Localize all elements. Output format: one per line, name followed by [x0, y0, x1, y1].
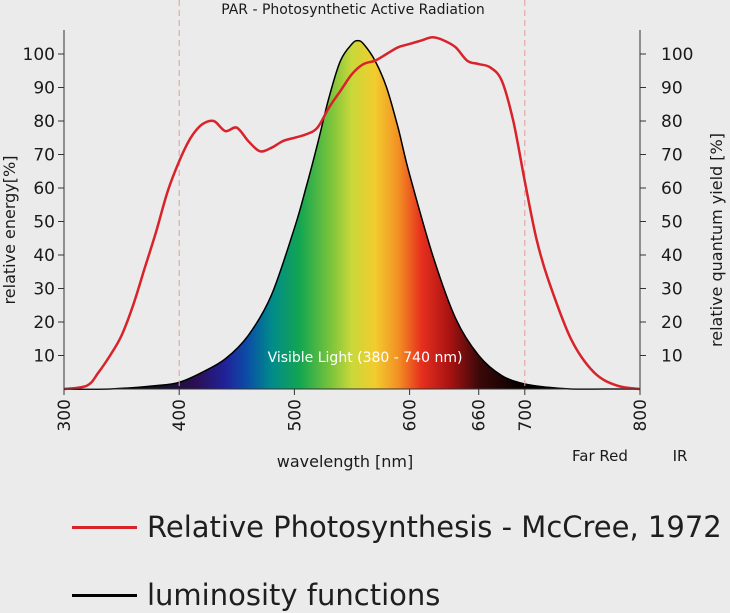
- y-tick-label-right: 50: [661, 213, 683, 233]
- x-tick-label: 300: [55, 399, 75, 431]
- legend-luminosity-label: luminosity functions: [147, 578, 441, 612]
- chart-area: PAR - Photosynthetic Active Radiation 10…: [0, 0, 726, 471]
- y-tick-label-right: 70: [661, 146, 683, 166]
- x-tick-label: 700: [516, 399, 536, 431]
- x-axis-label: wavelength [nm]: [277, 452, 414, 471]
- x-tick-label: 800: [631, 399, 651, 431]
- y-tick-label-left: 60: [33, 179, 55, 199]
- x-tick-label: 400: [170, 399, 190, 431]
- y-tick-label-left: 100: [23, 45, 55, 65]
- legend-red-swatch: [72, 525, 137, 529]
- chart-title: PAR - Photosynthetic Active Radiation: [221, 2, 485, 18]
- y-tick-label-left: 40: [33, 246, 55, 266]
- y-tick-label-right: 30: [661, 280, 683, 300]
- ir-label: IR: [673, 447, 688, 465]
- y-tick-label-right: 100: [661, 45, 693, 65]
- y-tick-label-right: 60: [661, 179, 683, 199]
- y-tick-label-left: 30: [33, 280, 55, 300]
- y-axis-label-right: relative quantum yield [%]: [707, 133, 726, 347]
- y-tick-label-right: 10: [661, 347, 683, 367]
- visible-light-label: Visible Light (380 - 740 nm): [268, 350, 463, 366]
- y-tick-label-left: 80: [33, 112, 55, 132]
- legend-black-swatch: [72, 593, 137, 597]
- y-axis-label-left: relative energy[%]: [0, 156, 19, 305]
- x-tick-label: 500: [285, 399, 305, 431]
- legend-photosynthesis: Relative Photosynthesis - McCree, 1972: [72, 510, 722, 544]
- y-tick-label-right: 40: [661, 246, 683, 266]
- visible-spectrum-fill: [64, 40, 640, 390]
- luminosity-curve: [63, 39, 640, 391]
- y-tick-label-right: 90: [661, 79, 683, 99]
- y-tick-label-left: 10: [33, 347, 55, 367]
- legend-photosynthesis-label: Relative Photosynthesis - McCree, 1972: [147, 510, 722, 544]
- y-tick-label-right: 80: [661, 112, 683, 132]
- y-tick-label-right: 20: [661, 313, 683, 333]
- far-red-label: Far Red: [572, 447, 628, 465]
- y-tick-label-left: 20: [33, 313, 55, 333]
- x-tick-label: 660: [470, 399, 490, 431]
- photosynthesis-curve: [63, 36, 641, 391]
- y-tick-label-left: 50: [33, 213, 55, 233]
- y-tick-label-left: 90: [33, 79, 55, 99]
- legend-luminosity: luminosity functions: [72, 578, 440, 612]
- x-tick-label: 600: [401, 399, 421, 431]
- y-tick-label-left: 70: [33, 146, 55, 166]
